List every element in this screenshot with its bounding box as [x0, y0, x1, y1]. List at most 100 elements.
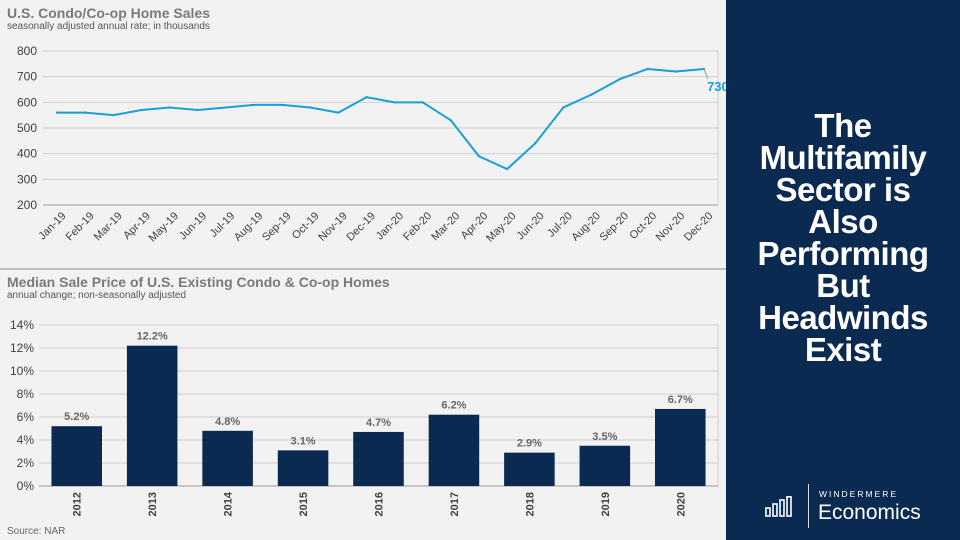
- bar-value-label: 3.1%: [291, 435, 316, 447]
- headline-line: Multifamily: [759, 139, 927, 176]
- x-tick-label: Jun-19: [177, 210, 209, 242]
- y-tick-label: 400: [17, 147, 37, 161]
- x-tick-label: Dec-20: [682, 210, 716, 244]
- sales-point: [393, 101, 396, 104]
- sales-point: [562, 106, 565, 109]
- x-tick-label: 2017: [449, 492, 461, 516]
- sales-point: [168, 106, 171, 109]
- sales-point: [449, 119, 453, 122]
- x-tick-label: Feb-20: [401, 210, 434, 243]
- sales-point: [196, 108, 199, 112]
- sales-point: [505, 167, 509, 171]
- y-tick-label: 700: [17, 70, 37, 84]
- source-note: Source: NAR: [7, 526, 66, 537]
- bar-value-label: 12.2%: [137, 331, 168, 343]
- bar: [277, 450, 329, 486]
- sales-point: [252, 103, 256, 107]
- x-tick-label: Nov-20: [654, 210, 688, 244]
- x-tick-label: Aug-19: [232, 210, 266, 244]
- x-tick-label: Mar-20: [429, 210, 462, 243]
- bar-chart-panel: [0, 270, 726, 540]
- bar-value-label: 5.2%: [64, 411, 89, 423]
- bar: [126, 345, 178, 486]
- x-tick-label: Sep-19: [260, 210, 294, 244]
- sales-point: [533, 142, 537, 145]
- headline-line: But: [816, 267, 870, 304]
- y-tick-label: 300: [17, 172, 37, 186]
- sales-point: [112, 113, 115, 117]
- sales-point: [83, 111, 87, 114]
- bar-chart-title: Median Sale Price of U.S. Existing Condo…: [7, 274, 390, 290]
- headline-line: Performing: [757, 235, 929, 272]
- x-tick-label: Nov-19: [316, 210, 350, 244]
- bar: [51, 426, 102, 486]
- x-tick-label: Mar-19: [92, 210, 125, 243]
- x-tick-label: May-19: [147, 210, 181, 244]
- y-tick-label: 0%: [17, 479, 35, 493]
- x-tick-label: 2015: [298, 492, 310, 516]
- bar-chart-icon: [765, 496, 792, 517]
- headline-line: Exist: [804, 331, 882, 368]
- bar: [655, 408, 706, 486]
- sales-point: [365, 96, 368, 99]
- sales-series-line: [57, 67, 705, 171]
- brand-name: Economics: [818, 501, 921, 524]
- sales-point: [224, 106, 228, 109]
- sales-point: [618, 78, 621, 81]
- x-tick-label: 2019: [600, 492, 612, 516]
- x-tick-label: 2018: [524, 492, 536, 516]
- headline-line: Sector is: [775, 171, 911, 208]
- sales-point: [140, 108, 143, 112]
- sales-point: [590, 93, 593, 96]
- sales-point: [421, 101, 424, 104]
- line-chart-panel: [0, 0, 726, 268]
- headline-panel: The Multifamily Sector is Also Performin…: [726, 0, 960, 540]
- x-tick-label: 2020: [675, 492, 687, 516]
- y-tick-label: 12%: [10, 341, 34, 355]
- bar: [579, 445, 631, 486]
- bar-value-label: 4.7%: [366, 417, 391, 429]
- headline-line: The: [814, 107, 872, 144]
- y-tick-label: 200: [17, 198, 37, 212]
- sales-point: [337, 111, 340, 114]
- y-tick-label: 800: [17, 44, 37, 58]
- panel-divider: [0, 268, 726, 270]
- headline-line: Also: [808, 203, 878, 240]
- y-tick-label: 14%: [10, 318, 34, 332]
- x-tick-label: Dec-19: [344, 210, 378, 244]
- sales-point: [646, 67, 649, 71]
- sales-point: [280, 103, 284, 107]
- brand-company: WINDERMERE: [819, 489, 899, 499]
- headline: The Multifamily Sector is Also Performin…: [726, 107, 960, 368]
- x-tick-label: Sep-20: [598, 210, 632, 244]
- bar: [202, 430, 253, 486]
- y-tick-label: 2%: [17, 456, 35, 470]
- x-tick-label: May-20: [484, 210, 518, 244]
- x-tick-label: 2016: [374, 492, 386, 516]
- end-label-leader: [703, 68, 709, 80]
- x-tick-label: Jun-20: [514, 210, 546, 242]
- bar: [428, 414, 480, 486]
- sales-point: [308, 106, 312, 109]
- line-chart-title: U.S. Condo/Co-op Home Sales: [7, 5, 211, 21]
- end-value-label: 730: [707, 79, 729, 94]
- sales-point: [55, 111, 59, 114]
- y-tick-label: 10%: [10, 364, 34, 378]
- x-tick-label: 2012: [72, 492, 84, 516]
- sales-point: [477, 155, 481, 158]
- charts-panel: U.S. Condo/Co-op Home Sales seasonally a…: [0, 0, 729, 540]
- bar-value-label: 4.8%: [215, 416, 240, 428]
- y-tick-label: 6%: [17, 410, 35, 424]
- bar-value-label: 2.9%: [517, 438, 542, 450]
- y-tick-label: 600: [17, 95, 37, 109]
- bar-value-label: 6.2%: [441, 400, 466, 412]
- x-tick-label: Jan-19: [36, 210, 68, 242]
- bar: [504, 452, 555, 486]
- bar-chart: 0% 2% 4% 6% 8% 10% 12% 14% 5.2% 2012 12.2% 2013 4.8%…: [10, 318, 719, 516]
- y-tick-label: 8%: [17, 387, 35, 401]
- sales-point: [674, 70, 678, 73]
- brand-logo: WINDERMERE Economics: [764, 484, 960, 528]
- brand-separator: [808, 484, 809, 528]
- x-tick-label: Jan-20: [374, 210, 406, 242]
